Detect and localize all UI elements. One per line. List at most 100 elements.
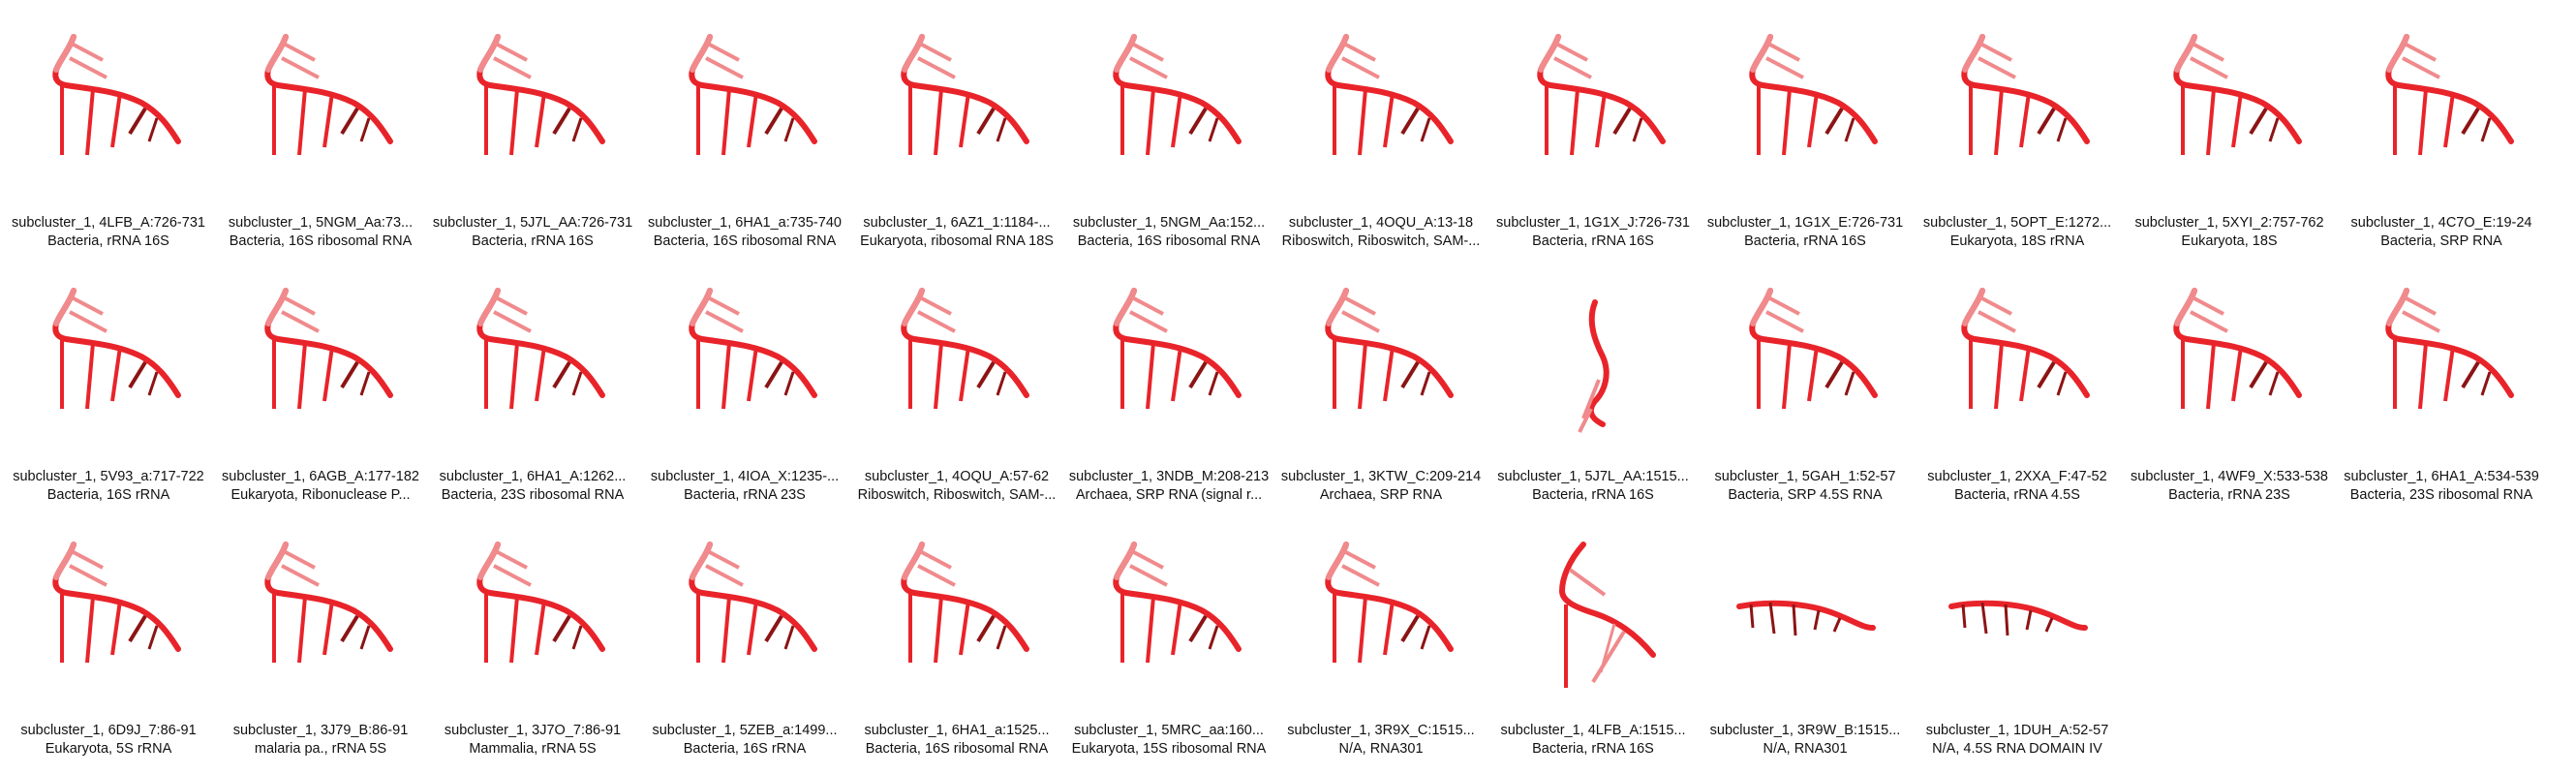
rna-backbone-icon xyxy=(426,264,639,467)
item-description-label: Bacteria, rRNA 4.5S xyxy=(1911,486,2124,505)
rna-structure-thumbnail xyxy=(850,10,1063,213)
gallery-item: subcluster_1, 3KTW_C:209-214 Archaea, SRP… xyxy=(1274,264,1487,517)
item-description-label: malaria pa., rRNA 5S xyxy=(214,740,427,759)
item-description-label: Riboswitch, Riboswitch, SAM-... xyxy=(1274,232,1487,251)
rna-backbone-icon xyxy=(1062,10,1275,213)
gallery-item: subcluster_1, 6AZ1_1:1184-... Eukaryota, … xyxy=(850,10,1063,264)
gallery-item: subcluster_1, 5OPT_E:1272... Eukaryota, 1… xyxy=(1911,10,2124,264)
rna-backbone-icon xyxy=(214,10,427,213)
gallery-item: subcluster_1, 5J7L_AA:1515... Bacteria, r… xyxy=(1487,264,1700,517)
rna-backbone-icon xyxy=(850,517,1063,721)
item-id-label: subcluster_1, 6HA1_A:1262... xyxy=(426,468,639,486)
item-id-label: subcluster_1, 3J7O_7:86-91 xyxy=(426,722,639,740)
rna-structure-thumbnail xyxy=(2,517,215,721)
gallery-item: subcluster_1, 5NGM_Aa:152... Bacteria, 16… xyxy=(1062,10,1275,264)
rna-structure-thumbnail xyxy=(214,10,427,213)
item-id-label: subcluster_1, 4WF9_X:533-538 xyxy=(2123,468,2336,486)
rna-backbone-icon xyxy=(1274,264,1487,467)
gallery-item: subcluster_1, 1G1X_E:726-731 Bacteria, rR… xyxy=(1699,10,1912,264)
rna-backbone-icon xyxy=(1062,264,1275,467)
item-description-label: Eukaryota, Ribonuclease P... xyxy=(214,486,427,505)
gallery-item: subcluster_1, 6AGB_A:177-182 Eukaryota, R… xyxy=(214,264,427,517)
rna-structure-thumbnail xyxy=(2,264,215,467)
rna-structure-thumbnail xyxy=(1274,10,1487,213)
item-description-label: Bacteria, 16S ribosomal RNA xyxy=(850,740,1063,759)
item-id-label: subcluster_1, 1G1X_E:726-731 xyxy=(1699,214,1912,232)
rna-structure-thumbnail xyxy=(2,10,215,213)
rna-structure-thumbnail xyxy=(426,517,639,721)
item-id-label: subcluster_1, 5J7L_AA:726-731 xyxy=(426,214,639,232)
rna-structure-thumbnail xyxy=(850,264,1063,467)
item-id-label: subcluster_1, 4LFB_A:726-731 xyxy=(2,214,215,232)
gallery-item: subcluster_1, 3R9X_C:1515... N/A, RNA301 xyxy=(1274,517,1487,771)
rna-backbone-icon xyxy=(638,10,851,213)
item-id-label: subcluster_1, 5OPT_E:1272... xyxy=(1911,214,2124,232)
gallery-item: subcluster_1, 4C7O_E:19-24 Bacteria, SRP … xyxy=(2335,10,2548,264)
rna-structure-thumbnail xyxy=(2123,10,2336,213)
item-description-label: Archaea, SRP RNA (signal r... xyxy=(1062,486,1275,505)
item-description-label: Eukaryota, 15S ribosomal RNA xyxy=(1062,740,1275,759)
item-description-label: Bacteria, SRP 4.5S RNA xyxy=(1699,486,1912,505)
item-id-label: subcluster_1, 6HA1_a:735-740 xyxy=(638,214,851,232)
rna-backbone-icon xyxy=(1062,517,1275,721)
rna-backbone-icon xyxy=(638,264,851,467)
item-description-label: Bacteria, 23S ribosomal RNA xyxy=(2335,486,2548,505)
gallery-item: subcluster_1, 1G1X_J:726-731 Bacteria, rR… xyxy=(1487,10,1700,264)
gallery-item: subcluster_1, 6HA1_a:735-740 Bacteria, 16… xyxy=(638,10,851,264)
rna-backbone-icon xyxy=(214,517,427,721)
gallery-item: subcluster_1, 5GAH_1:52-57 Bacteria, SRP … xyxy=(1699,264,1912,517)
rna-backbone-icon xyxy=(426,10,639,213)
gallery-item: subcluster_1, 2XXA_F:47-52 Bacteria, rRNA… xyxy=(1911,264,2124,517)
rna-structure-thumbnail xyxy=(2335,10,2548,213)
item-id-label: subcluster_1, 1DUH_A:52-57 xyxy=(1911,722,2124,740)
item-id-label: subcluster_1, 3NDB_M:208-213 xyxy=(1062,468,1275,486)
rna-structure-thumbnail xyxy=(1062,517,1275,721)
gallery-item: subcluster_1, 5V93_a:717-722 Bacteria, 16… xyxy=(2,264,215,517)
item-id-label: subcluster_1, 3R9X_C:1515... xyxy=(1274,722,1487,740)
rna-backbone-icon xyxy=(2123,264,2336,467)
rna-backbone-icon xyxy=(2335,10,2548,213)
item-description-label: Bacteria, SRP RNA xyxy=(2335,232,2548,251)
rna-backbone-icon xyxy=(850,10,1063,213)
item-description-label: Bacteria, rRNA 16S xyxy=(2,232,215,251)
rna-backbone-icon xyxy=(2123,10,2336,213)
item-id-label: subcluster_1, 4LFB_A:1515... xyxy=(1487,722,1700,740)
gallery-item: subcluster_1, 4WF9_X:533-538 Bacteria, rR… xyxy=(2123,264,2336,517)
item-id-label: subcluster_1, 6D9J_7:86-91 xyxy=(2,722,215,740)
item-description-label: Bacteria, rRNA 23S xyxy=(638,486,851,505)
gallery-item: subcluster_1, 6D9J_7:86-91 Eukaryota, 5S … xyxy=(2,517,215,771)
item-id-label: subcluster_1, 5NGM_Aa:73... xyxy=(214,214,427,232)
item-id-label: subcluster_1, 5XYI_2:757-762 xyxy=(2123,214,2336,232)
rna-backbone-icon xyxy=(1274,517,1487,721)
gallery-item: subcluster_1, 5J7L_AA:726-731 Bacteria, r… xyxy=(426,10,639,264)
gallery-item: subcluster_1, 5MRC_aa:160... Eukaryota, 1… xyxy=(1062,517,1275,771)
rna-structure-thumbnail xyxy=(1699,10,1912,213)
item-description-label: Bacteria, 16S ribosomal RNA xyxy=(214,232,427,251)
rna-backbone-icon xyxy=(1911,264,2124,467)
rna-structure-thumbnail xyxy=(1487,10,1700,213)
gallery-item: subcluster_1, 3R9W_B:1515... N/A, RNA301 xyxy=(1699,517,1912,771)
rna-backbone-icon xyxy=(1487,517,1700,721)
gallery-item: subcluster_1, 3J79_B:86-91 malaria pa., r… xyxy=(214,517,427,771)
rna-backbone-icon xyxy=(214,264,427,467)
item-description-label: Bacteria, 23S ribosomal RNA xyxy=(426,486,639,505)
rna-backbone-icon xyxy=(1911,10,2124,213)
item-id-label: subcluster_1, 6HA1_a:1525... xyxy=(850,722,1063,740)
item-id-label: subcluster_1, 6AZ1_1:1184-... xyxy=(850,214,1063,232)
item-id-label: subcluster_1, 1G1X_J:726-731 xyxy=(1487,214,1700,232)
rna-backbone-icon xyxy=(426,517,639,721)
item-description-label: Eukaryota, 18S xyxy=(2123,232,2336,251)
rna-structure-thumbnail xyxy=(426,264,639,467)
item-id-label: subcluster_1, 6AGB_A:177-182 xyxy=(214,468,427,486)
gallery-item: subcluster_1, 4OQU_A:13-18 Riboswitch, Ri… xyxy=(1274,10,1487,264)
rna-structure-thumbnail xyxy=(638,10,851,213)
rna-structure-thumbnail xyxy=(1699,264,1912,467)
item-id-label: subcluster_1, 3J79_B:86-91 xyxy=(214,722,427,740)
item-description-label: N/A, RNA301 xyxy=(1274,740,1487,759)
item-id-label: subcluster_1, 4OQU_A:13-18 xyxy=(1274,214,1487,232)
item-description-label: Bacteria, rRNA 16S xyxy=(1699,232,1912,251)
item-description-label: N/A, 4.5S RNA DOMAIN IV xyxy=(1911,740,2124,759)
rna-backbone-icon xyxy=(1487,264,1700,467)
gallery-item: subcluster_1, 4IOA_X:1235-... Bacteria, r… xyxy=(638,264,851,517)
